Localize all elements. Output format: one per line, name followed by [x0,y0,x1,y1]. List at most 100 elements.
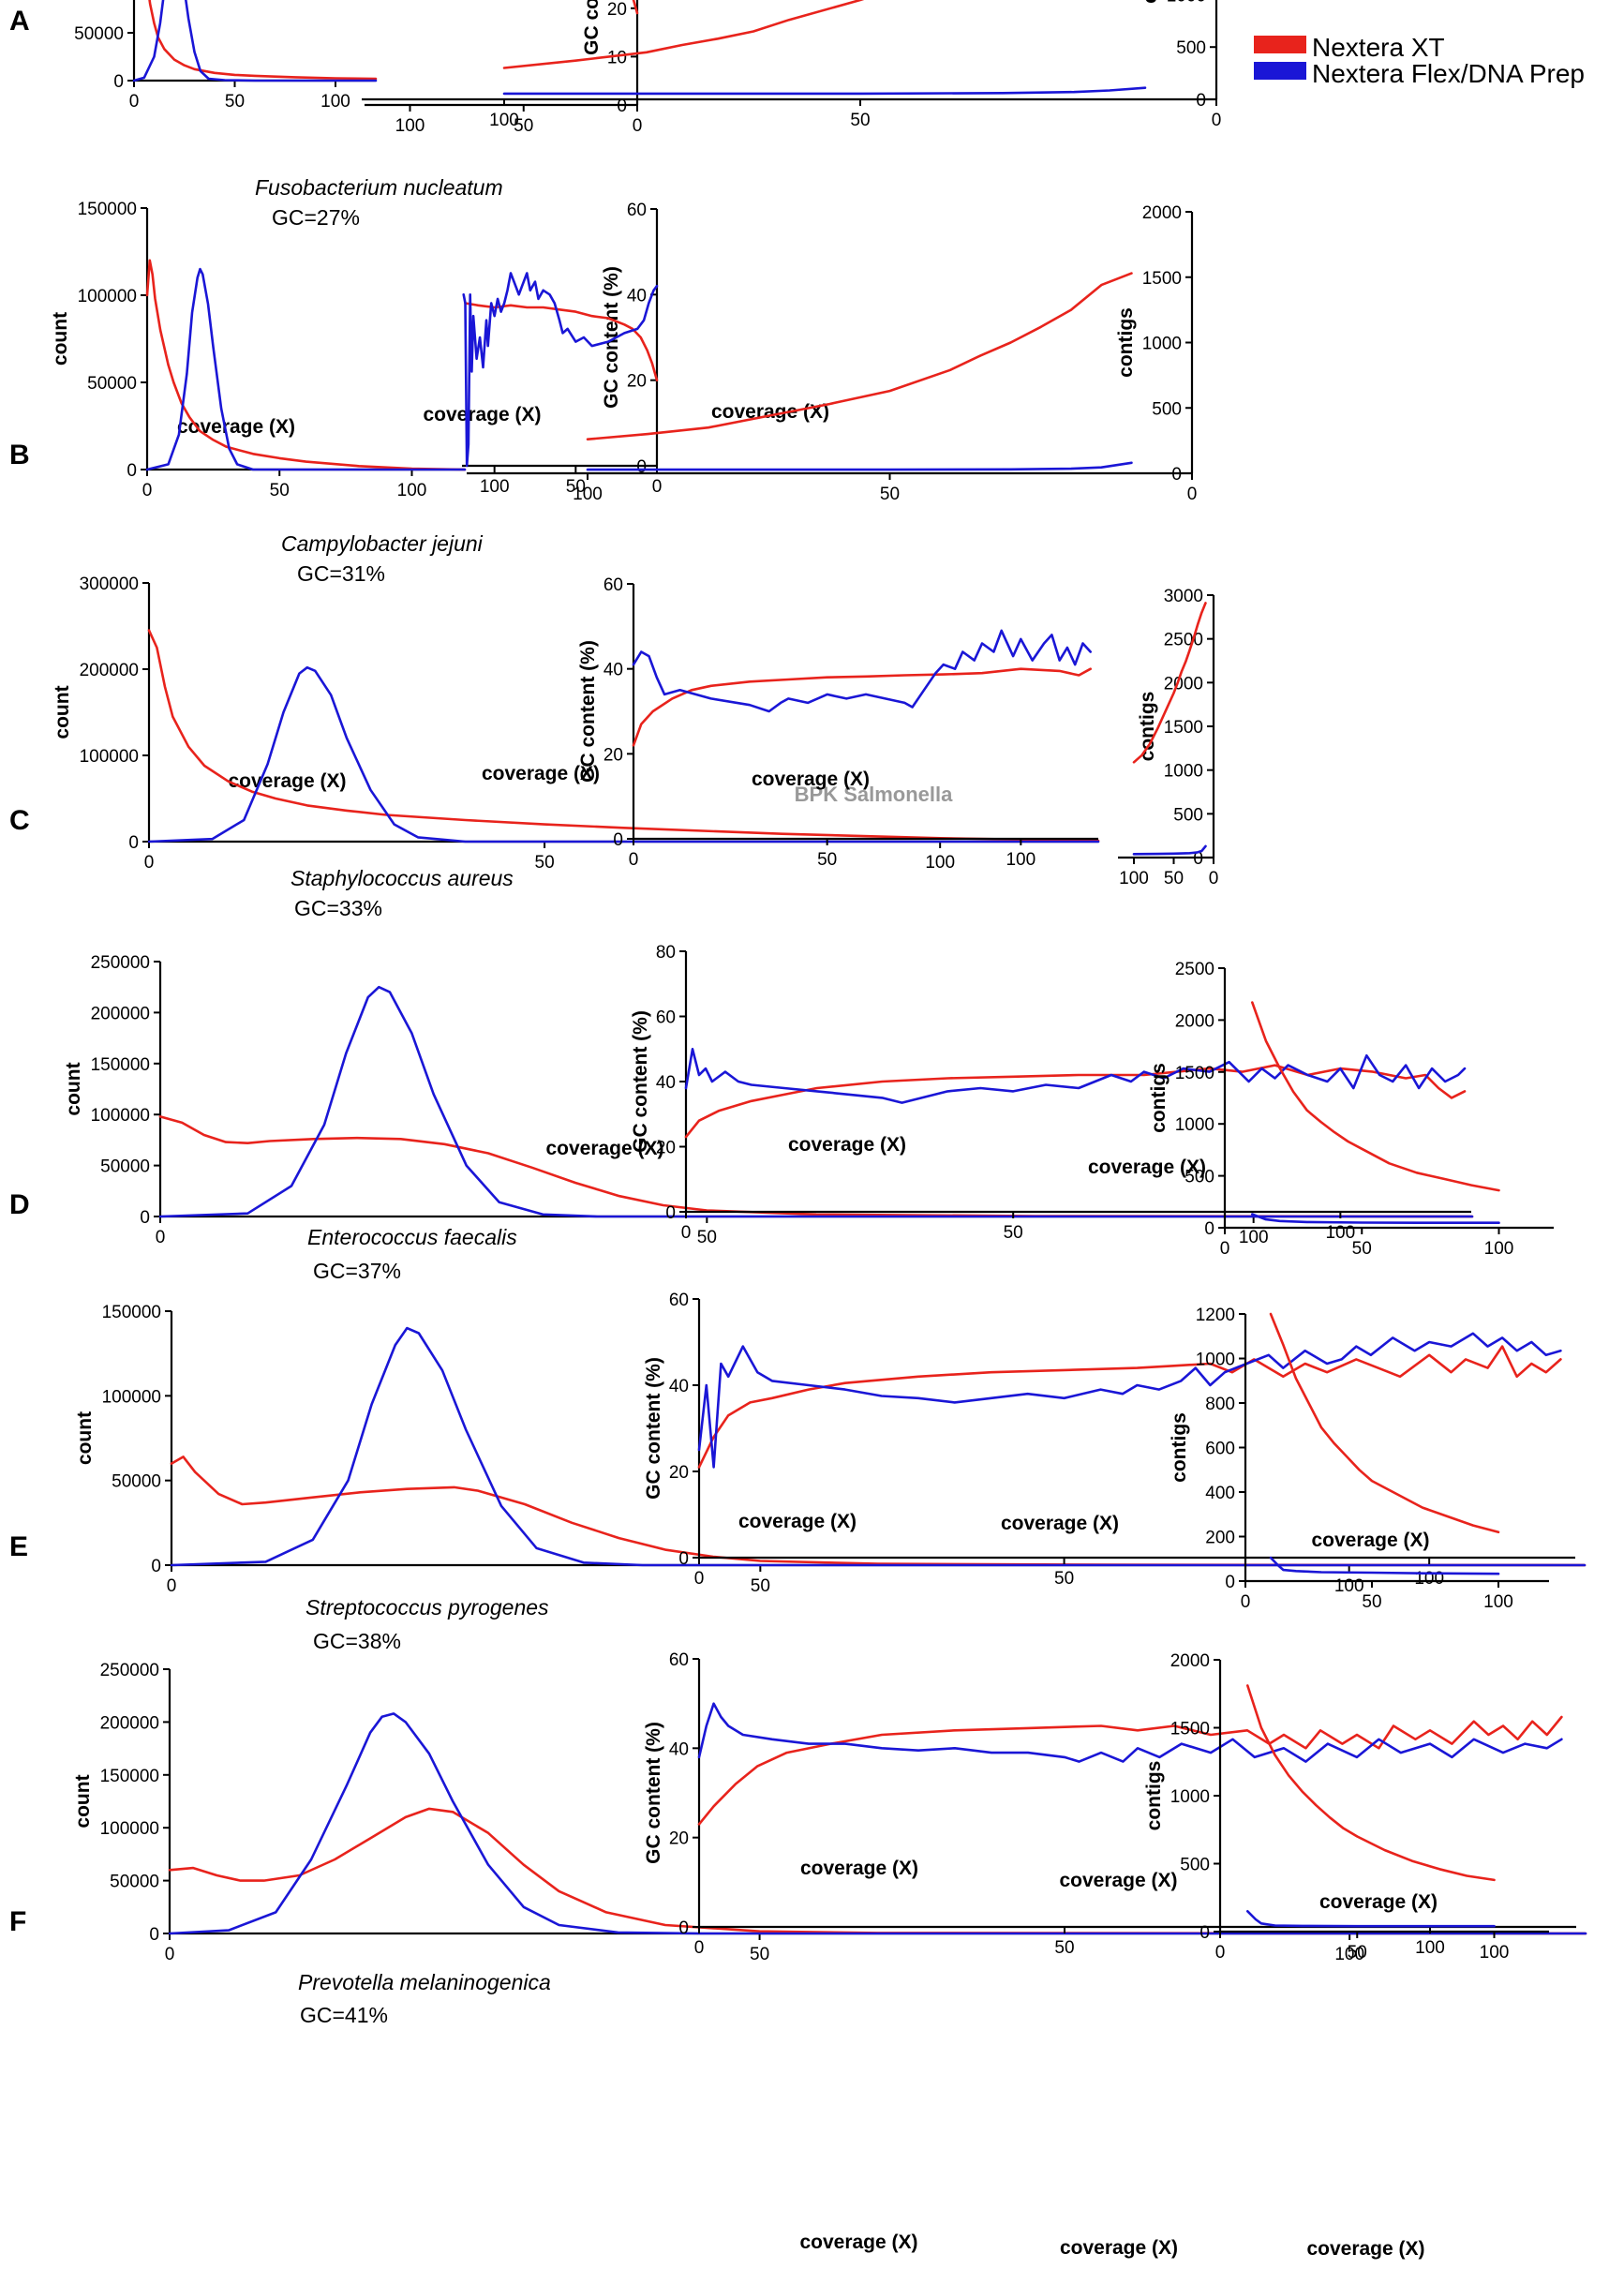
gc-content-chart-x-tick-label: 50 [1054,1938,1074,1958]
count-chart-y-tick-label: 50000 [110,1873,159,1892]
gc-content-chart-x-axis-label: coverage (X) [482,763,600,784]
gc-content-chart-series-nextera-flex-dna-prep [462,272,659,468]
gc-content-chart-x-tick-label: 0 [633,116,643,136]
count-chart-y-tick-label: 0 [140,1208,150,1228]
count-chart-series-nextera-xt [147,629,1100,843]
gc-content-chart-y-tick-label: 10 [607,48,627,67]
count-chart-x-tick-label: 0 [129,92,140,112]
gc-content-chart-x-tick-label: 100 [480,477,510,497]
legend: Nextera XT Nextera Flex/DNA Prep [1254,33,1585,88]
gc-content-chart-y-tick-label: 40 [656,1073,676,1093]
contigs-chart: 0 500 1000 1500 2000 2500 3000 0 50 100 coverage (… [1088,587,1218,1178]
contigs-chart-x-tick-label: 50 [1362,1592,1381,1612]
gc-content-chart-x-axis-label: coverage (X) [1059,1870,1177,1891]
legend-swatch-nextera-flex [1254,62,1306,80]
contigs-chart-series-nextera-xt [1251,1001,1500,1192]
gc-content-chart-y-tick-label: 20 [603,745,623,765]
contigs-chart-y-tick-label: 500 [1173,805,1203,825]
gc-content-chart-y-tick-label: 60 [627,201,647,220]
gc-content-chart-series-nextera-xt [684,1064,1467,1139]
contigs-chart-y-tick-label: 0 [1199,1923,1210,1943]
gc-content-chart-y-tick-label: 0 [678,1549,689,1569]
count-chart: 0 100000 200000 300000 0 50 100 coverage (X) cou… [52,575,1100,1159]
contigs-chart-x-axis-label: coverage (X) [752,769,870,790]
count-chart-y-tick-label: 300000 [80,575,139,594]
contigs-chart-y-axis-label: contigs [1143,1761,1165,1831]
contigs-chart-x-tick-label: 50 [1348,1943,1367,1963]
count-chart-y-tick-label: 100000 [78,287,137,306]
count-chart-y-tick-label: 100000 [80,747,139,767]
count-chart-x-axis-label: coverage (X) [177,416,295,438]
organism-name: Prevotella melaninogenica [298,1970,551,1994]
contigs-chart-series-nextera-flex-dna-prep [1269,1556,1500,1575]
contigs-chart-y-tick-label: 400 [1205,1484,1235,1503]
count-chart-x-axis-label: coverage (X) [799,2232,917,2253]
gc-content-chart-y-tick-label: 40 [669,1739,689,1759]
gc-content-chart-x-tick-label: 0 [694,1569,705,1589]
contigs-chart-y-tick-label: 1500 [1175,1064,1214,1083]
contigs-chart-y-tick-label: 0 [1171,465,1182,485]
contigs-chart-x-axis-label: coverage (X) [1311,1530,1429,1551]
count-chart-y-tick-label: 250000 [100,1661,159,1680]
gc-content-chart-y-tick-label: 0 [636,457,647,477]
panel-letter: D [9,1189,30,1220]
contigs-chart-y-axis-label: contigs [1115,307,1137,378]
gc-content-chart-y-tick-label: 40 [603,661,623,680]
count-chart-series-nextera-xt [148,0,378,81]
contigs-chart-x-axis-label: coverage (X) [1088,1157,1206,1178]
count-chart-x-tick-label: 50 [270,481,290,500]
gc-content-chart-x-tick-label: 50 [514,116,533,136]
gc-content-chart-x-tick-label: 50 [1054,1569,1074,1589]
contigs-chart-y-tick-label: 0 [1225,1573,1235,1592]
count-chart-y-tick-label: 200000 [80,661,139,680]
contigs-chart-x-tick-label: 100 [1480,1943,1510,1963]
organism-name: Staphylococcus aureus [291,866,514,890]
count-chart-series-nextera-flex-dna-prep [147,665,1100,843]
count-chart-x-tick-label: 0 [142,481,153,500]
contigs-chart-y-tick-label: 1000 [1167,0,1206,6]
gc-content-chart-y-tick-label: 0 [678,1918,689,1938]
gc-content-chart-y-axis-label: GC content (%) [581,0,603,55]
count-chart-y-tick-label: 200000 [91,1004,150,1023]
gc-content-chart-y-axis-label: GC content (%) [643,1722,664,1864]
count-chart-series-nextera-flex-dna-prep [168,1712,1587,1935]
contigs-chart-y-tick-label: 600 [1205,1440,1235,1459]
count-chart-x-tick-label: 100 [1334,1945,1364,1964]
count-chart-y-tick-label: 150000 [100,1767,159,1786]
contigs-chart-y-tick-label: 1000 [1164,762,1203,782]
contigs-chart-x-axis-label: coverage (X) [1306,2238,1424,2260]
gc-content-chart: 01020304050050100coverage (X)GC content … [365,0,642,425]
gc-content-chart-y-tick-label: 60 [603,575,623,595]
count-chart-y-tick-label: 0 [151,1557,161,1576]
count-chart-x-axis-label: coverage (X) [738,1511,857,1532]
count-chart-y-axis-label: count [52,685,73,739]
count-chart-y-tick-label: 0 [113,72,124,92]
gc-percent-label: GC=31% [297,561,385,586]
count-chart-series-nextera-xt [170,1455,1587,1567]
panel-letter: E [9,1531,28,1562]
contigs-chart-y-tick-label: 500 [1176,38,1206,58]
contigs-chart-y-axis-label: contigs [1137,692,1158,762]
contigs-chart-y-tick-label: 800 [1205,1395,1235,1414]
contigs-chart-y-tick-label: 1000 [1142,335,1182,354]
count-chart-x-tick-label: 100 [925,853,955,873]
panel-letter: C [9,805,30,836]
gc-percent-label: GC=41% [300,2003,388,2027]
count-chart-series-nextera-xt [145,259,467,471]
count-chart-y-tick-label: 50000 [74,24,124,44]
gc-content-chart-series-nextera-flex-dna-prep [684,1048,1467,1104]
gc-content-chart-series-nextera-xt [697,1345,1562,1469]
count-chart-y-tick-label: 150000 [91,1055,150,1075]
contigs-chart-y-tick-label: 0 [1204,1219,1214,1239]
